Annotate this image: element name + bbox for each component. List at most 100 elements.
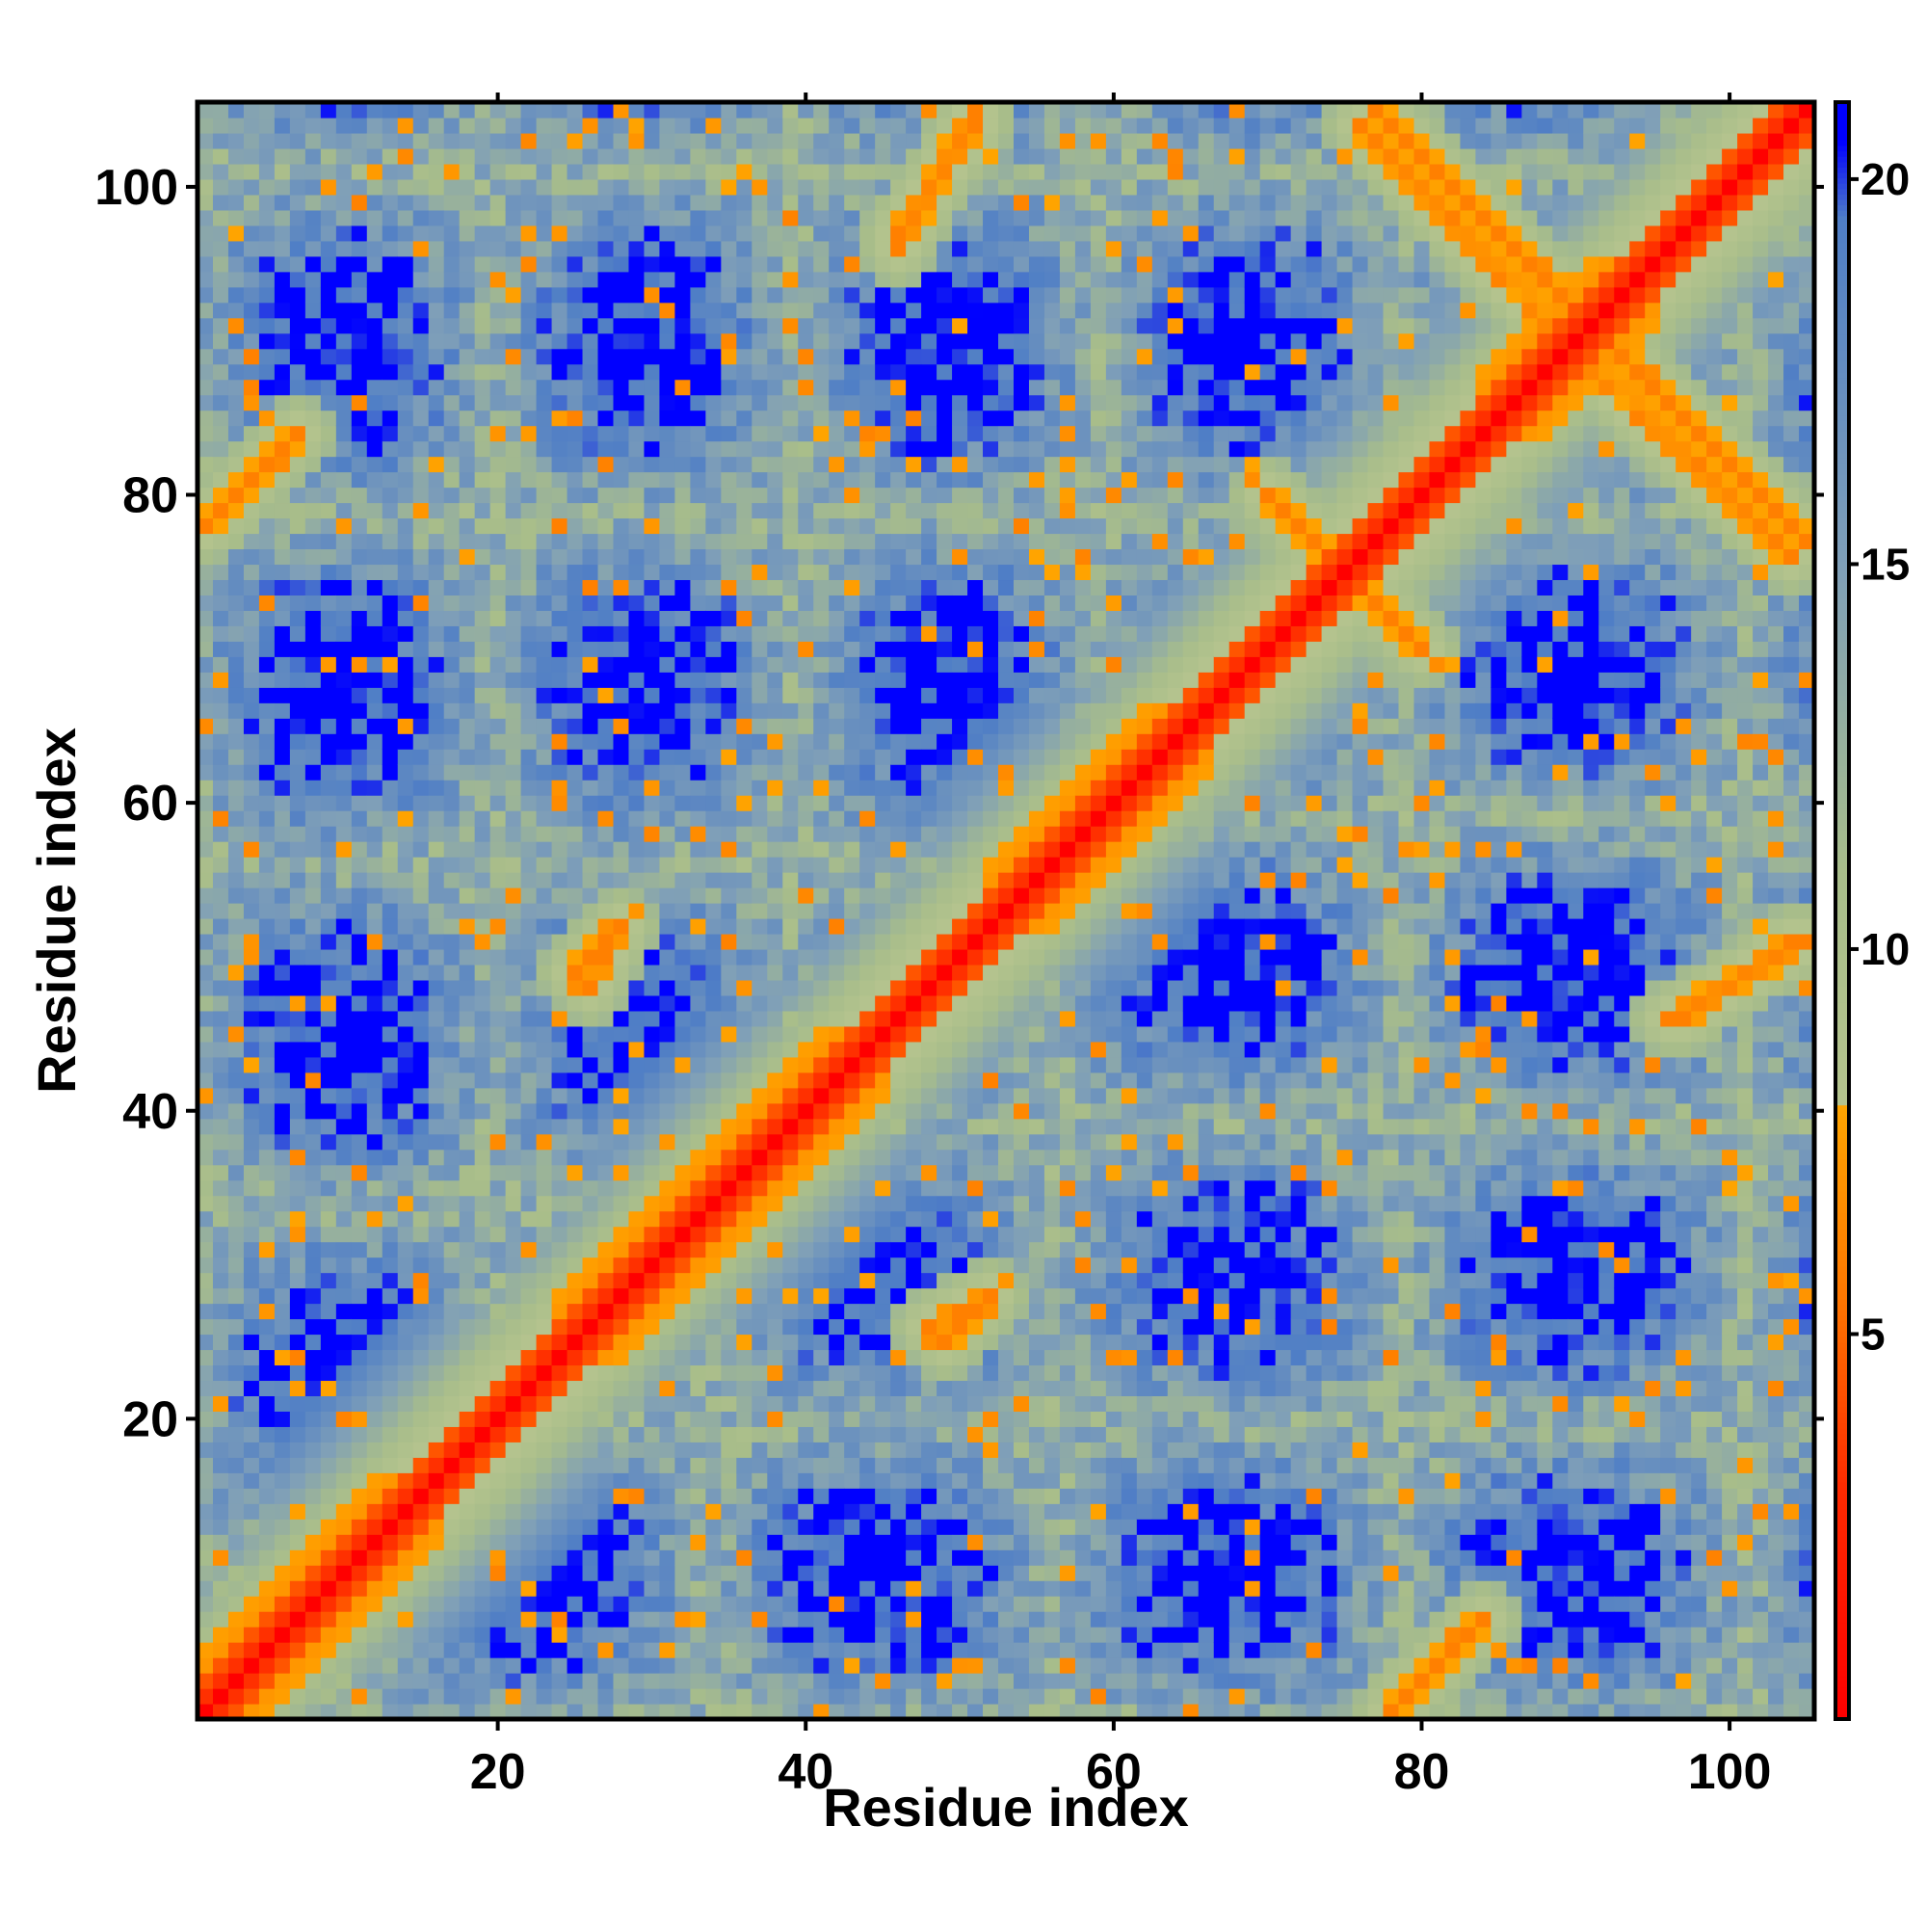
heatmap-cell <box>906 1257 922 1274</box>
heatmap-cell <box>459 1627 476 1643</box>
heatmap-cell <box>813 471 830 489</box>
heatmap-cell <box>798 240 814 257</box>
heatmap-cell <box>382 964 399 981</box>
heatmap-cell <box>736 656 752 673</box>
heatmap-cell <box>289 132 306 149</box>
heatmap-cell <box>582 271 599 288</box>
heatmap-cell <box>890 163 907 180</box>
heatmap-cell <box>752 240 768 257</box>
heatmap-cell <box>736 1210 752 1228</box>
heatmap-cell <box>613 1210 630 1228</box>
heatmap-cell <box>597 548 615 566</box>
heatmap-cell <box>320 410 337 427</box>
heatmap-cell <box>489 1411 507 1427</box>
heatmap-cell <box>366 826 383 842</box>
heatmap-cell <box>644 1010 661 1027</box>
heatmap-cell <box>782 394 799 411</box>
heatmap-cell <box>366 964 383 981</box>
heatmap-cell <box>859 1318 876 1336</box>
heatmap-cell <box>428 1257 445 1274</box>
heatmap-cell <box>489 1133 507 1151</box>
heatmap-cell <box>335 517 353 535</box>
heatmap-cell <box>198 917 214 935</box>
heatmap-cell <box>736 487 752 504</box>
heatmap-cell <box>335 1118 353 1135</box>
heatmap-cell <box>243 178 260 196</box>
heatmap-cell <box>567 1411 584 1427</box>
heatmap-cell <box>397 1149 414 1166</box>
heatmap-cell <box>428 1596 445 1612</box>
heatmap-cell <box>798 394 814 411</box>
heatmap-cell <box>474 1133 491 1151</box>
heatmap-cell <box>674 317 691 334</box>
heatmap-cell <box>644 672 661 688</box>
heatmap-cell <box>597 964 615 981</box>
heatmap-cell <box>921 1503 937 1520</box>
heatmap-cell <box>474 1580 491 1597</box>
heatmap-cell <box>659 255 676 273</box>
heatmap-cell <box>798 1657 814 1674</box>
heatmap-cell <box>582 780 599 796</box>
heatmap-cell <box>474 1549 491 1566</box>
heatmap-cell <box>721 564 737 581</box>
heatmap-cell <box>659 1519 676 1535</box>
heatmap-cell <box>258 1010 276 1027</box>
heatmap-cell <box>489 917 507 935</box>
heatmap-cell <box>443 933 461 950</box>
heatmap-cell <box>736 1349 752 1366</box>
heatmap-cell <box>844 1087 860 1104</box>
heatmap-cell <box>320 994 337 1012</box>
heatmap-cell <box>489 749 507 765</box>
heatmap-cell <box>844 1673 860 1689</box>
heatmap-cell <box>459 1611 476 1628</box>
heatmap-cell <box>690 1457 706 1473</box>
heatmap-cell <box>844 857 860 873</box>
heatmap-cell <box>304 1426 322 1442</box>
heatmap-cell <box>829 749 845 765</box>
heatmap-cell <box>351 163 368 180</box>
heatmap-cell <box>536 1457 553 1473</box>
heatmap-cell <box>335 1041 353 1058</box>
heatmap-cell <box>274 994 291 1012</box>
heatmap-cell <box>813 1179 830 1197</box>
heatmap-cell <box>613 502 630 519</box>
heatmap-cell <box>520 810 538 827</box>
heatmap-cell <box>859 286 876 304</box>
heatmap-cell <box>459 1087 476 1104</box>
heatmap-cell <box>644 1149 661 1166</box>
heatmap-cell <box>551 810 568 827</box>
heatmap-cell <box>597 933 615 950</box>
heatmap-cell <box>289 1303 306 1320</box>
heatmap-cell <box>844 1503 860 1520</box>
heatmap-cell <box>613 317 630 334</box>
heatmap-cell <box>859 733 876 750</box>
heatmap-cell <box>443 1565 461 1581</box>
heatmap-cell <box>921 780 937 796</box>
heatmap-cell <box>474 1673 491 1689</box>
heatmap-cell <box>335 1179 353 1197</box>
heatmap-cell <box>567 363 584 381</box>
heatmap-cell <box>412 1257 430 1274</box>
heatmap-cell <box>705 1488 722 1504</box>
heatmap-cell <box>397 1673 414 1689</box>
heatmap-cell <box>674 132 691 149</box>
heatmap-cell <box>320 487 337 504</box>
heatmap-cell <box>520 1380 538 1396</box>
heatmap-cell <box>906 1534 922 1550</box>
heatmap-cell <box>921 1580 937 1597</box>
heatmap-cell <box>459 1149 476 1166</box>
heatmap-cell <box>736 933 752 950</box>
heatmap-cell <box>705 595 722 611</box>
heatmap-cell <box>844 1272 860 1289</box>
heatmap-cell <box>351 625 368 642</box>
heatmap-cell <box>474 917 491 935</box>
heatmap-cell <box>597 1472 615 1489</box>
heatmap-cell <box>844 641 860 657</box>
heatmap-cell <box>628 317 646 334</box>
heatmap-cell <box>767 917 783 935</box>
heatmap-cell <box>844 994 860 1012</box>
heatmap-cell <box>798 1179 814 1197</box>
heatmap-cell <box>212 1118 229 1135</box>
heatmap-cell <box>505 579 522 595</box>
heatmap-cell <box>844 1395 860 1412</box>
